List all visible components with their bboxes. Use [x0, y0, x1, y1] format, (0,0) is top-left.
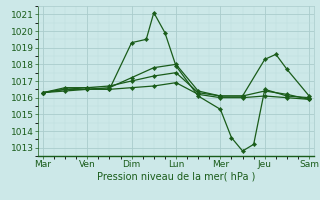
X-axis label: Pression niveau de la mer( hPa ): Pression niveau de la mer( hPa ) — [97, 172, 255, 182]
